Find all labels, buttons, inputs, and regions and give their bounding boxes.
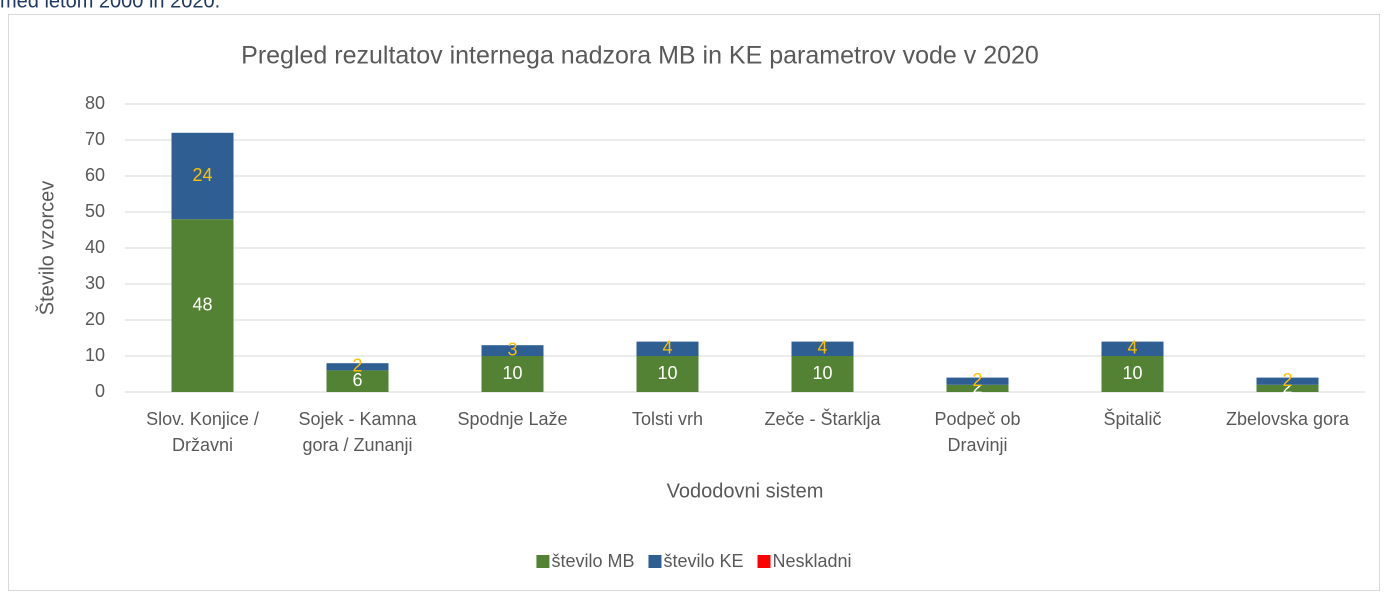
bar-segment [326,363,389,371]
data-label: 4 [1127,338,1137,358]
bar-segment [326,370,389,392]
y-tick-label: 50 [85,201,105,221]
bar-segment [171,219,234,392]
data-label: 4 [817,338,827,358]
x-tick-label: Sojek - Kamna gora / Zunanji [298,409,417,455]
data-label: 3 [507,339,517,359]
legend-swatch [536,555,550,568]
caption: med letom 2000 in 2020. [0,0,220,12]
data-label: 2 [1282,377,1292,397]
data-label: 10 [812,363,832,383]
legend-label: število MB [551,551,634,571]
bar-segment [636,341,699,356]
data-label: 24 [192,165,212,185]
data-label: 2 [972,370,982,390]
bar-segment [791,341,854,356]
bar-segment [1256,377,1319,385]
x-tick-label: Špitalič [1103,408,1161,429]
bar-segment [791,356,854,392]
bar-segment [171,132,234,220]
x-tick-label: Podpeč ob Dravinji [934,409,1020,455]
y-tick-label: 60 [85,165,105,185]
x-tick-label: Tolsti vrh [632,409,703,429]
legend-label: število KE [663,551,743,571]
bar-segment [1101,356,1164,392]
y-tick-label: 20 [85,309,105,329]
chart-frame [8,14,1380,591]
legend: število MB število KE Neskladni [536,551,852,571]
data-label: 6 [352,370,362,390]
bar-segment [1101,341,1164,356]
y-tick-label: 10 [85,345,105,365]
y-tick-label: 70 [85,129,105,149]
bar-segment [946,384,1009,392]
bar-segment [946,377,1009,385]
bar-segment [481,356,544,392]
data-label: 2 [352,356,362,376]
data-label: 48 [192,294,212,314]
chart-title: Pregled rezultatov internega nadzora MB … [241,42,1039,70]
bar-segment [1256,384,1319,392]
x-tick-label: Spodnje Laže [457,409,567,429]
bar-segment [636,356,699,392]
data-label: 10 [1122,363,1142,383]
y-tick-label: 80 [85,93,105,113]
data-label: 2 [1282,370,1292,390]
x-tick-label: Zbelovska gora [1226,409,1350,429]
legend-swatch [757,555,771,568]
x-tick-label: Zeče - Štarklja [764,408,881,429]
legend-label: Neskladni [773,551,852,571]
data-label: 10 [657,363,677,383]
x-axis-title: Vododovni sistem [667,480,824,502]
x-tick-label: Slov. Konjice / Državni [146,409,259,455]
y-tick-label: 40 [85,237,105,257]
data-label: 10 [502,363,522,383]
bar-segment [481,345,544,356]
y-tick-label: 30 [85,273,105,293]
y-tick-label: 0 [95,381,105,401]
y-axis-title: Število vzorcev [35,181,58,316]
legend-swatch [648,555,662,568]
data-label: 4 [662,338,672,358]
data-label: 2 [972,377,982,397]
